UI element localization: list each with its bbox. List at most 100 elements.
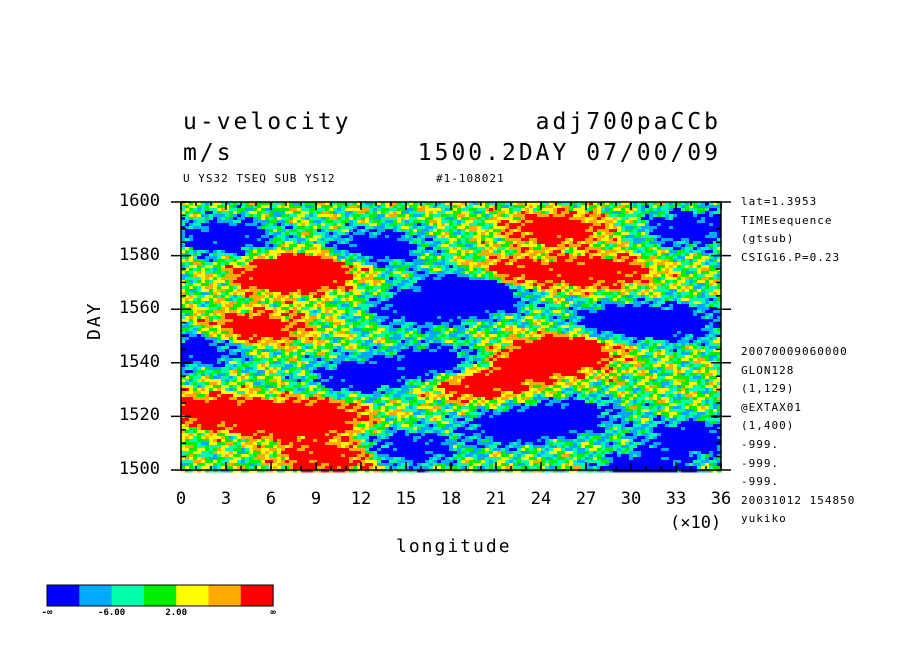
heat-cell: [617, 256, 622, 260]
heat-cell: [545, 283, 550, 287]
heat-cell: [645, 241, 650, 245]
heat-cell: [701, 226, 706, 230]
heat-cell: [445, 304, 450, 308]
heat-cell: [449, 238, 454, 242]
heat-cell: [525, 277, 530, 281]
heat-cell: [525, 217, 530, 221]
heat-cell: [341, 226, 346, 230]
heat-cell: [553, 241, 558, 245]
heat-cell: [657, 214, 662, 218]
heat-cell: [413, 292, 418, 296]
heat-cell: [425, 301, 430, 305]
heat-cell: [257, 247, 262, 251]
heat-cell: [357, 253, 362, 257]
heat-cell: [217, 304, 222, 308]
heat-cell: [257, 238, 262, 242]
heat-cell: [377, 241, 382, 245]
heat-cell: [397, 208, 402, 212]
heat-cell: [545, 289, 550, 293]
heat-cell: [425, 235, 430, 239]
heat-cell: [697, 202, 702, 206]
heat-cell: [369, 214, 374, 218]
heat-cell: [713, 202, 718, 206]
heat-cell: [597, 241, 602, 245]
heat-cell: [245, 241, 250, 245]
heat-cell: [705, 226, 710, 230]
heat-cell: [577, 268, 582, 272]
heat-cell: [477, 310, 482, 314]
heat-cell: [241, 208, 246, 212]
heat-cell: [309, 211, 314, 215]
heat-cell: [697, 241, 702, 245]
heat-cell: [589, 202, 594, 206]
heat-cell: [597, 268, 602, 272]
heat-cell: [493, 211, 498, 215]
heat-cell: [677, 211, 682, 215]
heat-cell: [517, 274, 522, 278]
heat-cell: [421, 292, 426, 296]
heat-cell: [345, 310, 350, 314]
heat-cell: [393, 301, 398, 305]
heat-cell: [633, 307, 638, 311]
heat-cell: [329, 241, 334, 245]
heat-cell: [361, 211, 366, 215]
heat-cell: [293, 235, 298, 239]
heat-cell: [413, 208, 418, 212]
heat-cell: [489, 253, 494, 257]
heat-cell: [297, 244, 302, 248]
heat-cell: [185, 274, 190, 278]
heat-cell: [569, 280, 574, 284]
heat-cell: [561, 205, 566, 209]
heat-cell: [333, 271, 338, 275]
heat-cell: [421, 262, 426, 266]
heat-cell: [653, 226, 658, 230]
heat-cell: [261, 274, 266, 278]
heat-cell: [437, 217, 442, 221]
heat-cell: [369, 211, 374, 215]
heat-cell: [477, 211, 482, 215]
heat-cell: [669, 292, 674, 296]
heat-cell: [417, 280, 422, 284]
heat-cell: [489, 274, 494, 278]
heat-cell: [253, 226, 258, 230]
heat-cell: [485, 211, 490, 215]
heat-cell: [457, 223, 462, 227]
heat-cell: [549, 250, 554, 254]
heat-cell: [713, 214, 718, 218]
heat-cell: [345, 229, 350, 233]
heat-cell: [505, 277, 510, 281]
heat-cell: [557, 277, 562, 281]
heat-cell: [437, 208, 442, 212]
heat-cell: [389, 271, 394, 275]
heat-cell: [649, 268, 654, 272]
heat-cell: [321, 262, 326, 266]
heat-cell: [229, 250, 234, 254]
heat-cell: [701, 247, 706, 251]
heat-cell: [701, 301, 706, 305]
heat-cell: [533, 283, 538, 287]
heat-cell: [301, 238, 306, 242]
heat-cell: [697, 295, 702, 299]
heat-cell: [389, 211, 394, 215]
heat-cell: [529, 205, 534, 209]
heat-cell: [185, 289, 190, 293]
heat-cell: [201, 271, 206, 275]
heat-cell: [677, 289, 682, 293]
heat-cell: [365, 292, 370, 296]
heat-cell: [189, 292, 194, 296]
heat-cell: [557, 265, 562, 269]
heat-cell: [501, 256, 506, 260]
heat-cell: [613, 304, 618, 308]
heat-cell: [665, 241, 670, 245]
heat-cell: [181, 250, 186, 254]
heat-cell: [709, 241, 714, 245]
heat-cell: [529, 307, 534, 311]
heat-cell: [329, 280, 334, 284]
heat-cell: [533, 220, 538, 224]
heat-cell: [497, 271, 502, 275]
heat-cell: [657, 232, 662, 236]
heat-cell: [345, 286, 350, 290]
heat-cell: [493, 238, 498, 242]
heat-cell: [269, 310, 274, 314]
heat-cell: [293, 202, 298, 206]
